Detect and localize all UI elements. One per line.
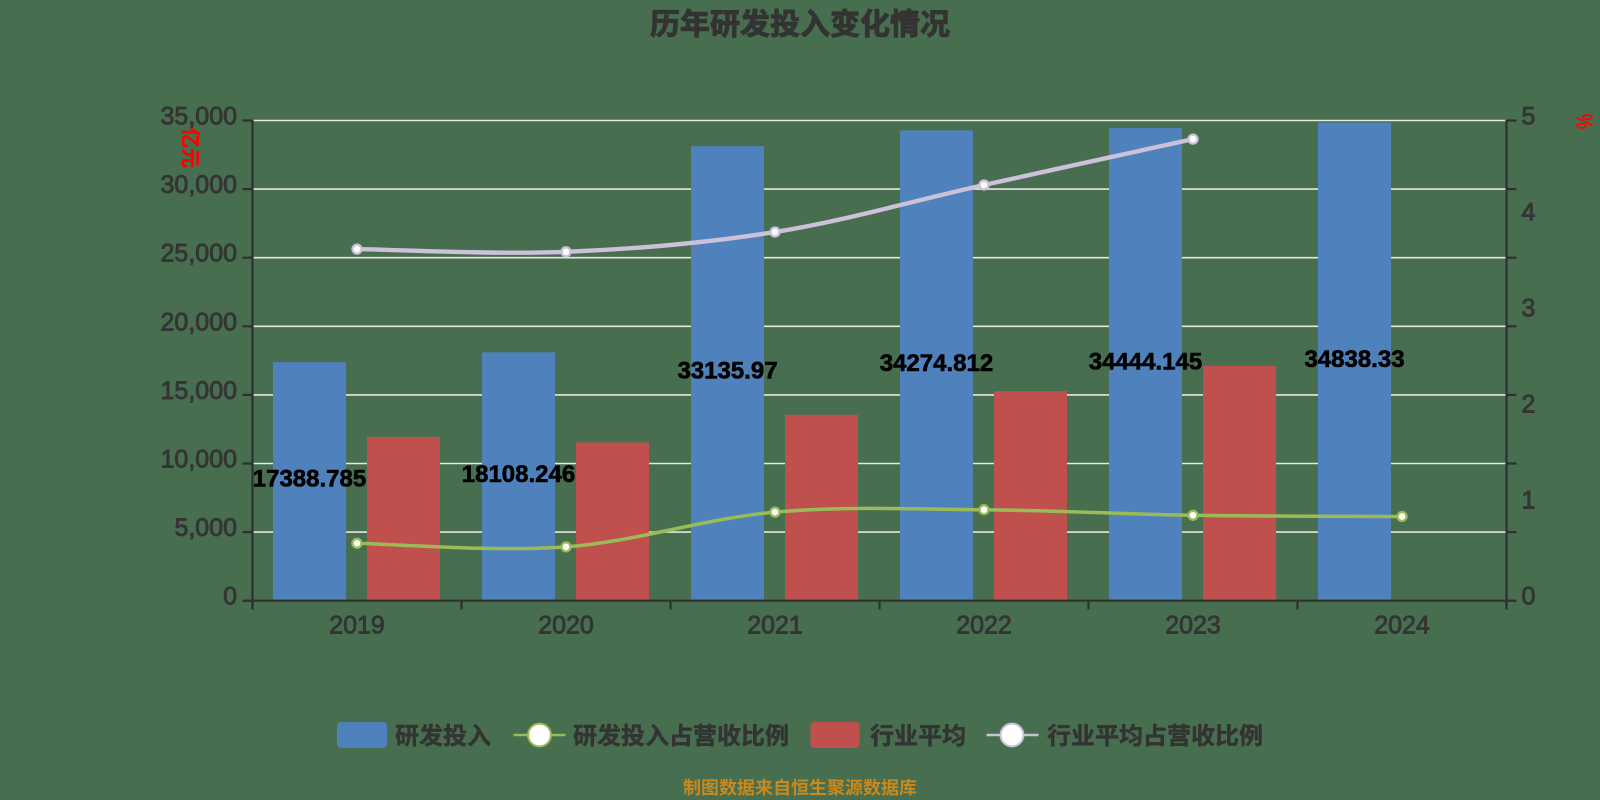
svg-text:10,000: 10,000 [161,446,237,474]
svg-text:15,000: 15,000 [161,377,237,405]
svg-text:34838.33: 34838.33 [1304,346,1404,373]
svg-text:17388.785: 17388.785 [253,466,366,493]
svg-text:4: 4 [1522,199,1536,227]
svg-text:30,000: 30,000 [161,171,237,199]
svg-text:2021: 2021 [747,612,803,640]
svg-text:2023: 2023 [1165,612,1221,640]
svg-text:18108.246: 18108.246 [462,461,575,488]
svg-text:0: 0 [223,583,237,611]
svg-text:34444.145: 34444.145 [1089,349,1202,376]
svg-text:0: 0 [1522,583,1536,611]
svg-text:2022: 2022 [956,612,1012,640]
svg-text:%: % [1571,114,1597,129]
svg-text:1: 1 [1522,487,1536,515]
svg-text:34274.812: 34274.812 [880,350,993,377]
svg-text:20,000: 20,000 [161,308,237,336]
svg-text:5,000: 5,000 [174,514,237,542]
svg-text:2: 2 [1522,391,1536,419]
svg-text:35,000: 35,000 [161,103,237,131]
svg-text:5: 5 [1522,103,1536,131]
svg-text:2019: 2019 [329,612,385,640]
svg-text:2020: 2020 [538,612,594,640]
svg-text:33135.97: 33135.97 [677,358,777,385]
svg-text:25,000: 25,000 [161,240,237,268]
svg-text:2024: 2024 [1374,612,1430,640]
svg-text:3: 3 [1522,295,1536,323]
